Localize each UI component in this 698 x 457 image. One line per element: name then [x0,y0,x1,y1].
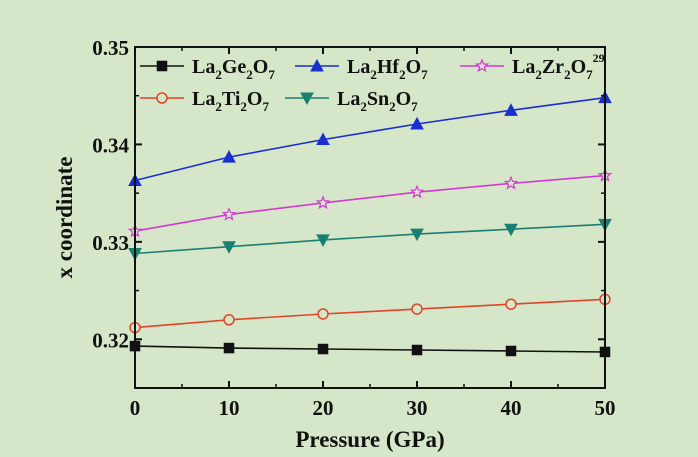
plot-series [127,90,613,358]
legend-label: La2​Zr2​O7​29​ [512,51,605,82]
data-point [317,343,329,355]
legend-label-part: 29 [593,51,605,65]
x-tick-label: 10 [219,396,240,420]
legend-label-part: Ti [222,88,241,110]
axes: 0 10 20 30 40 50 0.32 0.33 0.34 0.35 [92,36,615,420]
legend-marker [474,58,490,73]
legend-label: La2​Ge2​O7​ [192,56,275,82]
data-point [223,342,235,354]
legend-label-part: 2 [399,67,406,82]
legend-label-part: 7 [268,67,275,82]
legend-item: La2​Ti2​O7​ [140,88,269,114]
series-2 [128,90,612,186]
legend-label-part: 7 [421,67,428,82]
y-tick-label: 0.33 [92,231,129,255]
x-tick-label: 30 [407,396,428,420]
data-point [317,308,329,320]
data-point [222,241,236,254]
series-line [134,345,606,353]
series-line [134,223,606,255]
legend-label-part: La [337,88,360,110]
legend-label-part: 7 [411,99,418,114]
legend-label-part: O [571,56,587,78]
legend-marker [310,58,324,72]
legend-label-part: Zr [542,56,564,78]
y-tick-label: 0.35 [92,36,129,60]
legend-label-part: 7 [586,67,593,82]
series-4 [129,293,611,334]
legend-label-part: 2 [246,67,253,82]
data-point [411,344,423,356]
legend-label-part: 2 [389,99,396,114]
series-1 [129,340,611,358]
data-point [316,234,330,247]
legend-label-part: Sn [367,88,389,110]
series-5 [128,218,612,261]
legend-label-part: La [192,88,215,110]
x-axis-title: Pressure (GPa) [295,427,444,452]
legend-marker [156,92,168,104]
legend-label-part: La [512,56,535,78]
x-tick-label: 40 [501,396,522,420]
data-point [410,116,424,130]
data-point [504,223,518,237]
series-3 [127,167,613,238]
legend-label-part: 2 [215,67,222,82]
y-axis-title: x coordinate [52,156,77,278]
series-line [134,174,606,232]
legend-label-part: 2 [240,99,247,114]
legend-label-part: La [347,56,370,78]
data-point [316,132,330,146]
legend-item: La2​Ge2​O7​ [140,56,275,82]
data-point [315,195,331,210]
series-line [134,96,606,182]
legend: La2​Ge2​O7​ La2​Hf2​O7​ La2​Zr2​O7​29​ La2​… [140,51,605,114]
legend-label: La2​Ti2​O7​ [192,88,269,114]
legend-item: La2​Hf2​O7​ [295,56,428,82]
legend-label-part: O [247,88,263,110]
legend-label-part: 2 [564,67,571,82]
x-tick-label: 0 [130,396,141,420]
legend-label: La2​Sn2​O7​ [337,88,418,114]
data-point [409,184,425,199]
data-point [411,303,423,315]
legend-label-part: 2 [360,99,367,114]
series-line [134,298,606,329]
legend-label-part: 2 [370,67,377,82]
legend-label-part: La [192,56,215,78]
legend-label-part: Hf [377,56,400,78]
data-point [223,314,235,326]
data-point [505,345,517,357]
legend-item: La2​Sn2​O7​ [285,88,418,114]
legend-marker [300,92,314,106]
legend-label-part: O [253,56,269,78]
data-point [505,298,517,310]
y-tick-label: 0.34 [92,133,129,157]
x-tick-label: 20 [313,396,334,420]
legend-label-part: O [396,88,412,110]
legend-label-part: O [406,56,422,78]
legend-marker [156,60,168,72]
x-tick-label: 50 [595,396,616,420]
data-point [222,150,236,163]
legend-label-part: 2 [215,99,222,114]
data-point [410,228,424,242]
legend-item: La2​Zr2​O7​29​ [460,51,605,82]
legend-label-part: 7 [262,99,269,114]
legend-label-part: 2 [535,67,542,82]
legend-label: La2​Hf2​O7​ [347,56,428,82]
y-tick-label: 0.32 [92,328,129,352]
data-point [504,103,518,116]
data-point [221,206,237,221]
data-point [503,175,519,190]
legend-label-part: Ge [222,56,247,78]
